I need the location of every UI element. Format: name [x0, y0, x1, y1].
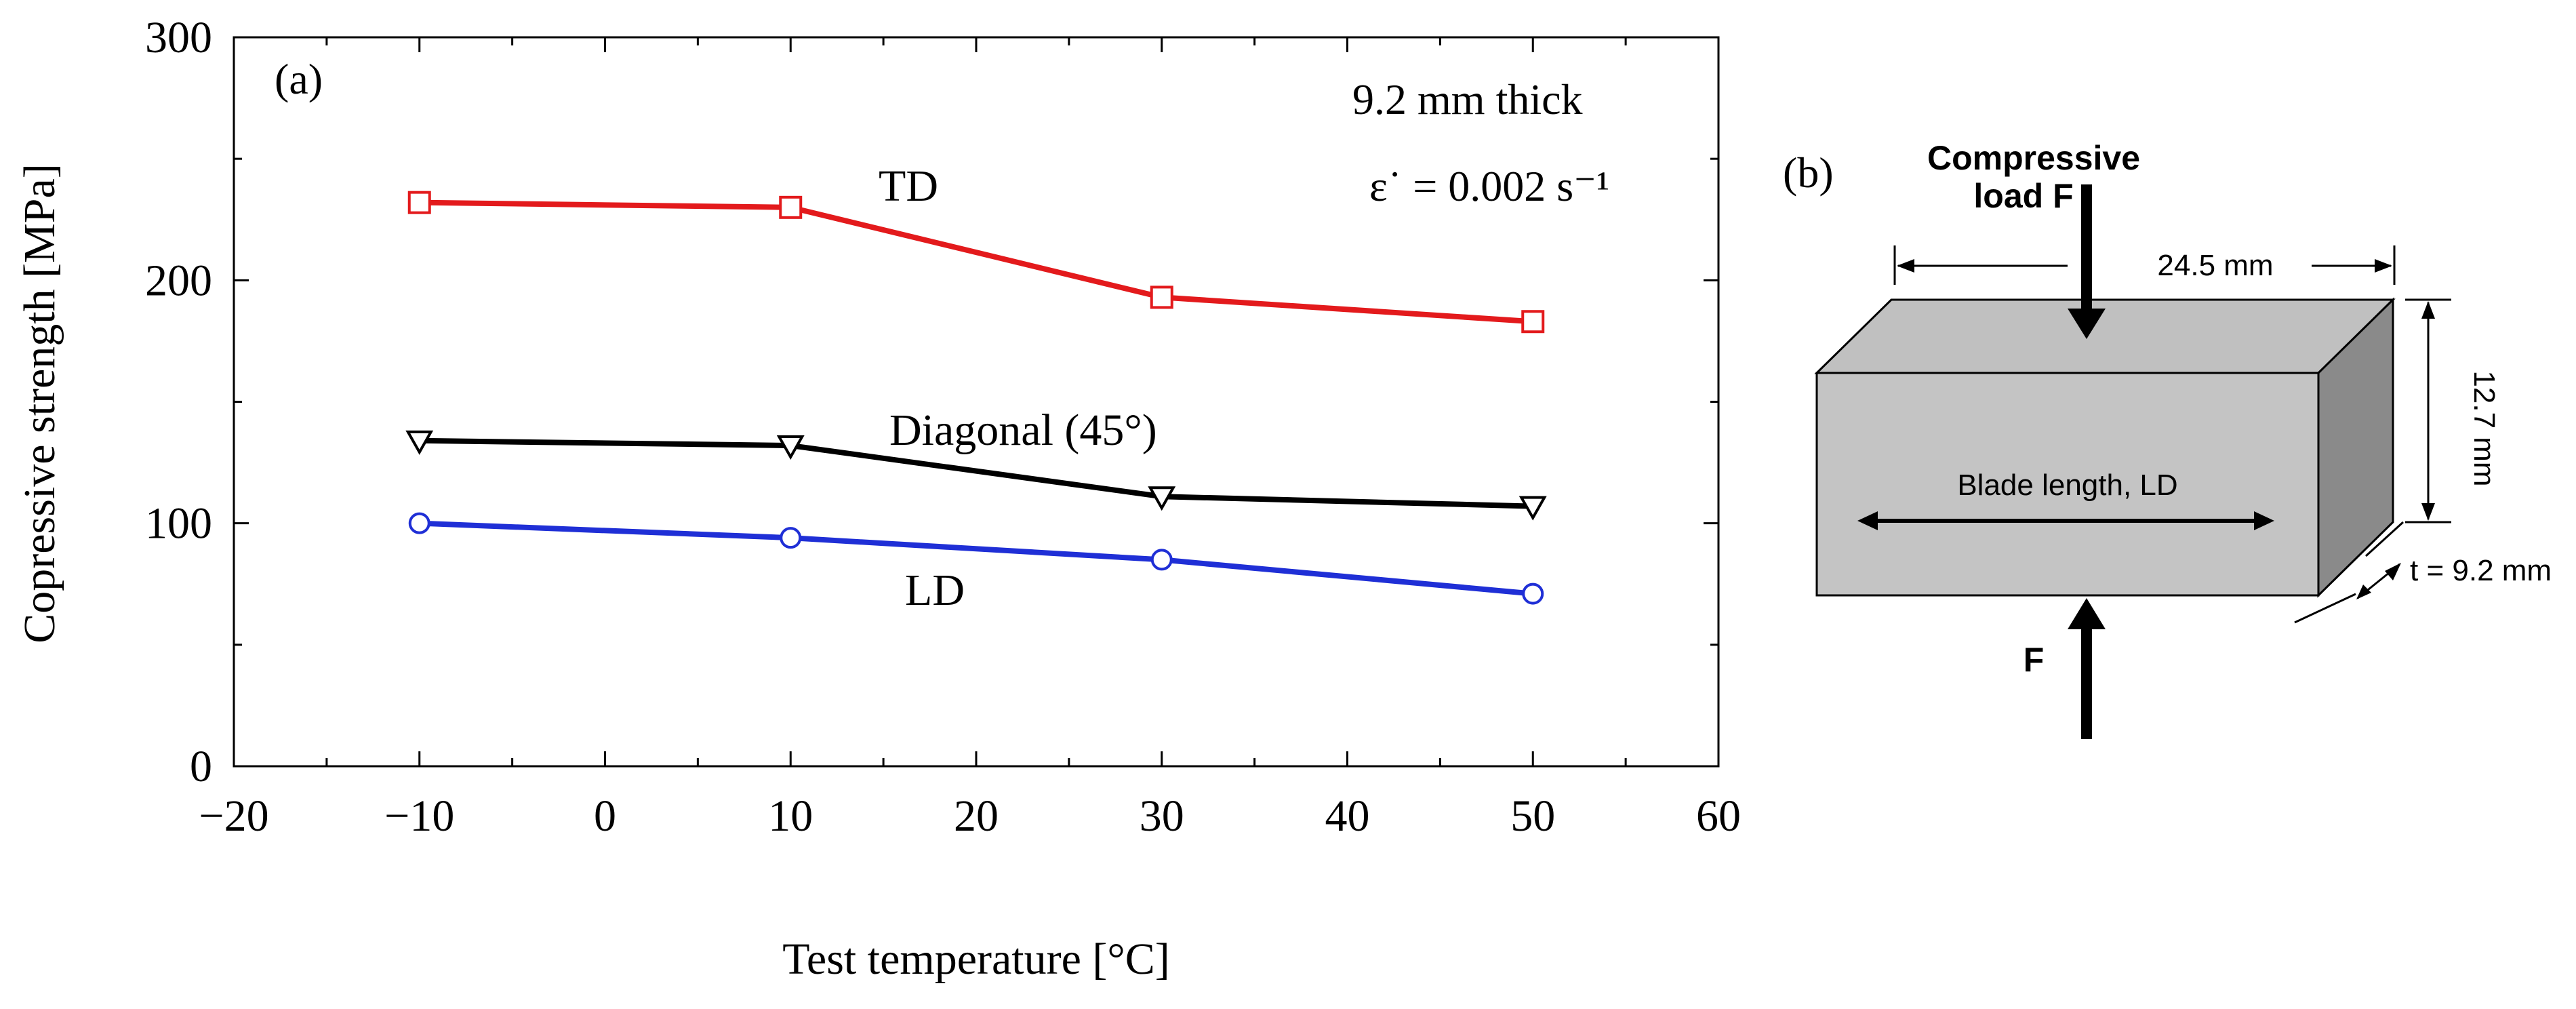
- load-label-line2: load F: [1973, 177, 2073, 215]
- data-point-triangle: [776, 435, 805, 460]
- load-label-line1: Compressive: [1927, 139, 2140, 177]
- block-top-face: [1814, 298, 2396, 374]
- x-tick-label: 20: [954, 791, 999, 841]
- specimen-diagram: (b) Blade length, LD 24.5 mm: [1783, 139, 2552, 739]
- series-label-td: TD: [879, 161, 938, 211]
- y-tick-label: 300: [145, 13, 212, 62]
- x-tick-label: 50: [1510, 791, 1555, 841]
- data-point-circle: [1150, 549, 1173, 571]
- x-tick-label: 10: [768, 791, 813, 841]
- panel-label-a: (a): [275, 55, 323, 103]
- data-point-triangle: [405, 430, 434, 455]
- y-tick-label: 100: [145, 499, 212, 549]
- height-dimension: [2405, 298, 2451, 523]
- series-label-diagonal: Diagonal (45°): [889, 405, 1157, 455]
- series-line-1: [419, 437, 1533, 509]
- data-point-circle: [1522, 582, 1544, 605]
- bottom-force-label: F: [2024, 641, 2045, 679]
- y-tick-label: 200: [145, 256, 212, 305]
- y-axis-title: Copressive strength [MPa]: [15, 163, 64, 644]
- x-tick-label: −20: [199, 791, 268, 841]
- data-point-square: [1150, 285, 1173, 309]
- data-point-triangle: [1518, 496, 1547, 521]
- data-point-triangle: [1148, 486, 1176, 511]
- blade-length-label: Blade length, LD: [1957, 469, 2177, 502]
- width-dimension: [1893, 245, 2396, 285]
- data-point-square: [407, 191, 431, 214]
- plot-frame: [233, 36, 1720, 768]
- chart-panel: −20 −10 0 10 20 30 40 50 60 0 100 200 300 (a) 9.2 m…: [15, 13, 1741, 984]
- block-front-face: [1815, 372, 2320, 597]
- top-load-arrow: [2068, 184, 2106, 339]
- data-point-circle: [780, 527, 802, 549]
- x-tick-label: −10: [384, 791, 454, 841]
- data-point-square: [1521, 310, 1545, 334]
- series-line-2: [419, 520, 1533, 597]
- data-point-square: [779, 195, 803, 219]
- x-tick-label: 30: [1140, 791, 1184, 841]
- thickness-annotation: 9.2 mm thick: [1352, 75, 1583, 123]
- blade-length-arrow: [1857, 511, 2274, 530]
- bottom-force-arrow: [2068, 598, 2106, 739]
- panel-label-b: (b): [1783, 149, 1834, 197]
- x-tick-labels: −20 −10 0 10 20 30 40 50 60: [199, 791, 1741, 841]
- series-layer: [405, 191, 1547, 605]
- y-tick-labels: 0 100 200 300: [145, 13, 212, 791]
- x-tick-label: 60: [1696, 791, 1741, 841]
- axis-ticks: [233, 36, 1720, 768]
- series-label-ld: LD: [905, 566, 965, 615]
- x-tick-label: 40: [1325, 791, 1370, 841]
- series-line-0: [419, 199, 1533, 325]
- thickness-label: t = 9.2 mm: [2410, 554, 2552, 587]
- x-axis-title: Test temperature [°C]: [782, 934, 1170, 984]
- thickness-dimension: [2294, 521, 2404, 624]
- strain-rate-annotation: ε˙ = 0.002 s⁻¹: [1369, 162, 1609, 210]
- width-label: 24.5 mm: [2157, 249, 2273, 282]
- x-tick-label: 0: [594, 791, 616, 841]
- y-tick-label: 0: [190, 742, 212, 791]
- height-label: 12.7 mm: [2468, 370, 2501, 486]
- data-point-circle: [408, 512, 430, 534]
